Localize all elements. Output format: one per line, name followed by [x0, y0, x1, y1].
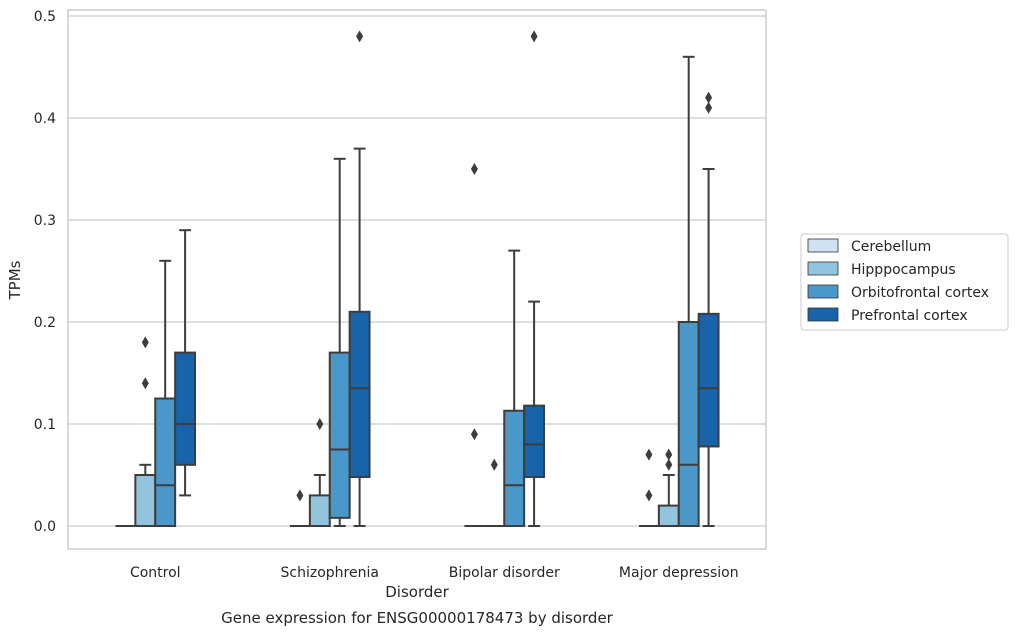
legend-swatch — [807, 307, 839, 322]
outlier-point — [645, 448, 653, 461]
legend-swatch — [807, 238, 839, 253]
outlier-point — [645, 489, 653, 502]
legend-items: Cerebellum Hipppocampus Orbitofrontal cort… — [807, 238, 989, 324]
legend-frame — [800, 233, 1009, 331]
box-body — [134, 474, 157, 527]
outlier-point — [705, 101, 713, 114]
box-2 — [328, 157, 351, 527]
legend-swatch — [807, 284, 839, 299]
y-tick-label: 0.0 — [34, 519, 56, 535]
outlier-point — [490, 458, 498, 471]
box-1 — [657, 448, 680, 528]
x-tick-label: Major depression — [619, 565, 739, 581]
x-tick-label: Bipolar disorder — [449, 565, 560, 581]
box-1 — [308, 418, 331, 527]
y-axis-title: TPMs — [6, 260, 24, 300]
box-body — [328, 351, 351, 519]
outlier-point — [530, 30, 538, 43]
outlier-point — [141, 336, 149, 349]
box-body — [697, 312, 720, 448]
y-tick-label: 0.2 — [34, 315, 56, 331]
legend-label: Cerebellum — [851, 239, 931, 255]
plot-frame — [67, 9, 767, 550]
box-body — [348, 310, 371, 479]
box-plot-area — [115, 30, 720, 528]
box-0 — [638, 448, 659, 527]
box-body — [657, 504, 680, 528]
box-1 — [484, 458, 505, 527]
box-2 — [503, 249, 526, 527]
legend-label: Orbitofrontal cortex — [851, 285, 989, 301]
y-tick-label: 0.5 — [34, 9, 56, 25]
box-3 — [523, 30, 546, 527]
chart-caption: Gene expression for ENSG00000178473 by d… — [221, 609, 614, 627]
box-body — [677, 321, 700, 527]
box-3 — [348, 30, 371, 527]
outlier-point — [665, 458, 673, 471]
x-axis-ticks: Control Schizophrenia Bipolar disorder Majo… — [130, 565, 739, 581]
box-2 — [154, 259, 177, 527]
box-3 — [174, 229, 197, 497]
box-body — [174, 351, 197, 466]
box-body — [154, 397, 177, 527]
legend-swatch — [807, 261, 839, 276]
box-body — [503, 409, 526, 527]
box-1 — [134, 336, 157, 527]
y-tick-label: 0.4 — [34, 111, 56, 127]
box-body — [523, 404, 546, 479]
x-tick-label: Schizophrenia — [281, 565, 379, 581]
box-0 — [464, 163, 485, 527]
y-axis-ticks: 0.0 0.1 0.2 0.3 0.4 0.5 — [34, 9, 56, 535]
box-0 — [289, 489, 310, 527]
outlier-point — [296, 489, 304, 502]
outlier-point — [470, 163, 478, 175]
legend: Cerebellum Hipppocampus Orbitofrontal cort… — [800, 233, 1009, 331]
outlier-point — [316, 418, 324, 430]
y-tick-label: 0.3 — [34, 213, 56, 229]
y-tick-label: 0.1 — [34, 417, 56, 433]
legend-label: Prefrontal cortex — [851, 308, 968, 324]
box-2 — [677, 55, 700, 527]
outlier-point — [356, 30, 364, 43]
box-3 — [697, 91, 720, 527]
outlier-point — [665, 448, 673, 461]
box-body — [308, 494, 331, 527]
x-axis-title: Disorder — [385, 583, 449, 601]
outlier-point — [705, 91, 713, 104]
legend-label: Hipppocampus — [851, 262, 956, 278]
outlier-point — [141, 377, 149, 390]
outlier-point — [470, 428, 478, 441]
x-tick-label: Control — [130, 565, 181, 581]
